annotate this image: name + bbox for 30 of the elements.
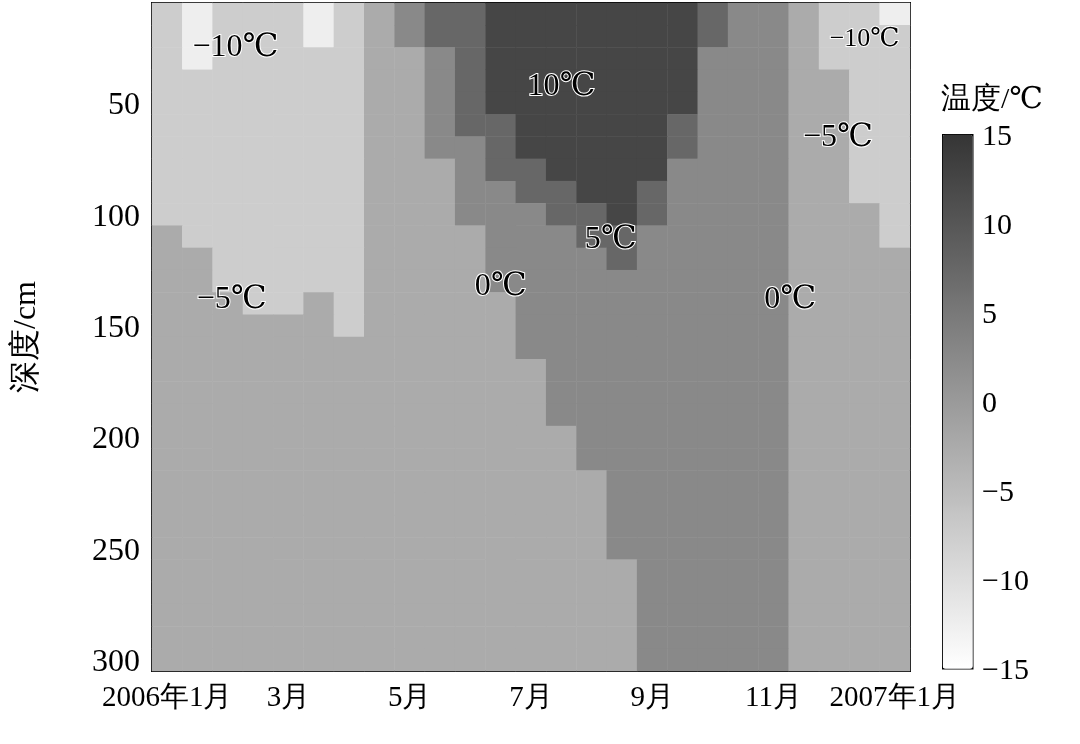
y-axis-title: 深度/cm xyxy=(6,280,42,393)
y-tick-label: 300 xyxy=(92,641,140,678)
annotation: −5℃ xyxy=(803,117,873,154)
annotation: −10℃ xyxy=(192,27,279,64)
x-tick-label: 9月 xyxy=(630,679,675,712)
color-bar-label: −5 xyxy=(982,473,1014,507)
y-tick-label: 50 xyxy=(108,85,140,122)
y-tick-label: 100 xyxy=(92,196,140,233)
color-bar-title: 温度/℃ xyxy=(941,80,1043,114)
color-bar-label: 5 xyxy=(982,295,997,329)
annotation: 0℃ xyxy=(764,278,817,315)
y-tick-label: 250 xyxy=(92,530,140,567)
color-bar-label: 15 xyxy=(982,117,1012,151)
annotation: 10℃ xyxy=(527,66,596,103)
color-bar-label: 10 xyxy=(982,206,1012,240)
y-tick-label: 150 xyxy=(92,307,140,344)
x-tick-label: 7月 xyxy=(509,679,553,712)
x-tick-label: 11月 xyxy=(745,679,803,712)
x-tick-label: 2006年1月 xyxy=(101,679,233,712)
x-tick-label: 5月 xyxy=(387,679,432,712)
color-bar-label: 0 xyxy=(982,384,997,418)
x-tick-label: 2007年1月 xyxy=(829,679,961,712)
color-bar-label: −10 xyxy=(982,562,1029,596)
x-tick-label: 3月 xyxy=(266,679,311,712)
annotation: 0℃ xyxy=(474,265,527,302)
annotation: 5℃ xyxy=(584,218,637,255)
annotation: −10℃ xyxy=(829,23,900,53)
y-tick-label: 200 xyxy=(92,419,140,456)
color-bar-label: −15 xyxy=(982,651,1029,685)
annotation: −5℃ xyxy=(196,278,267,315)
